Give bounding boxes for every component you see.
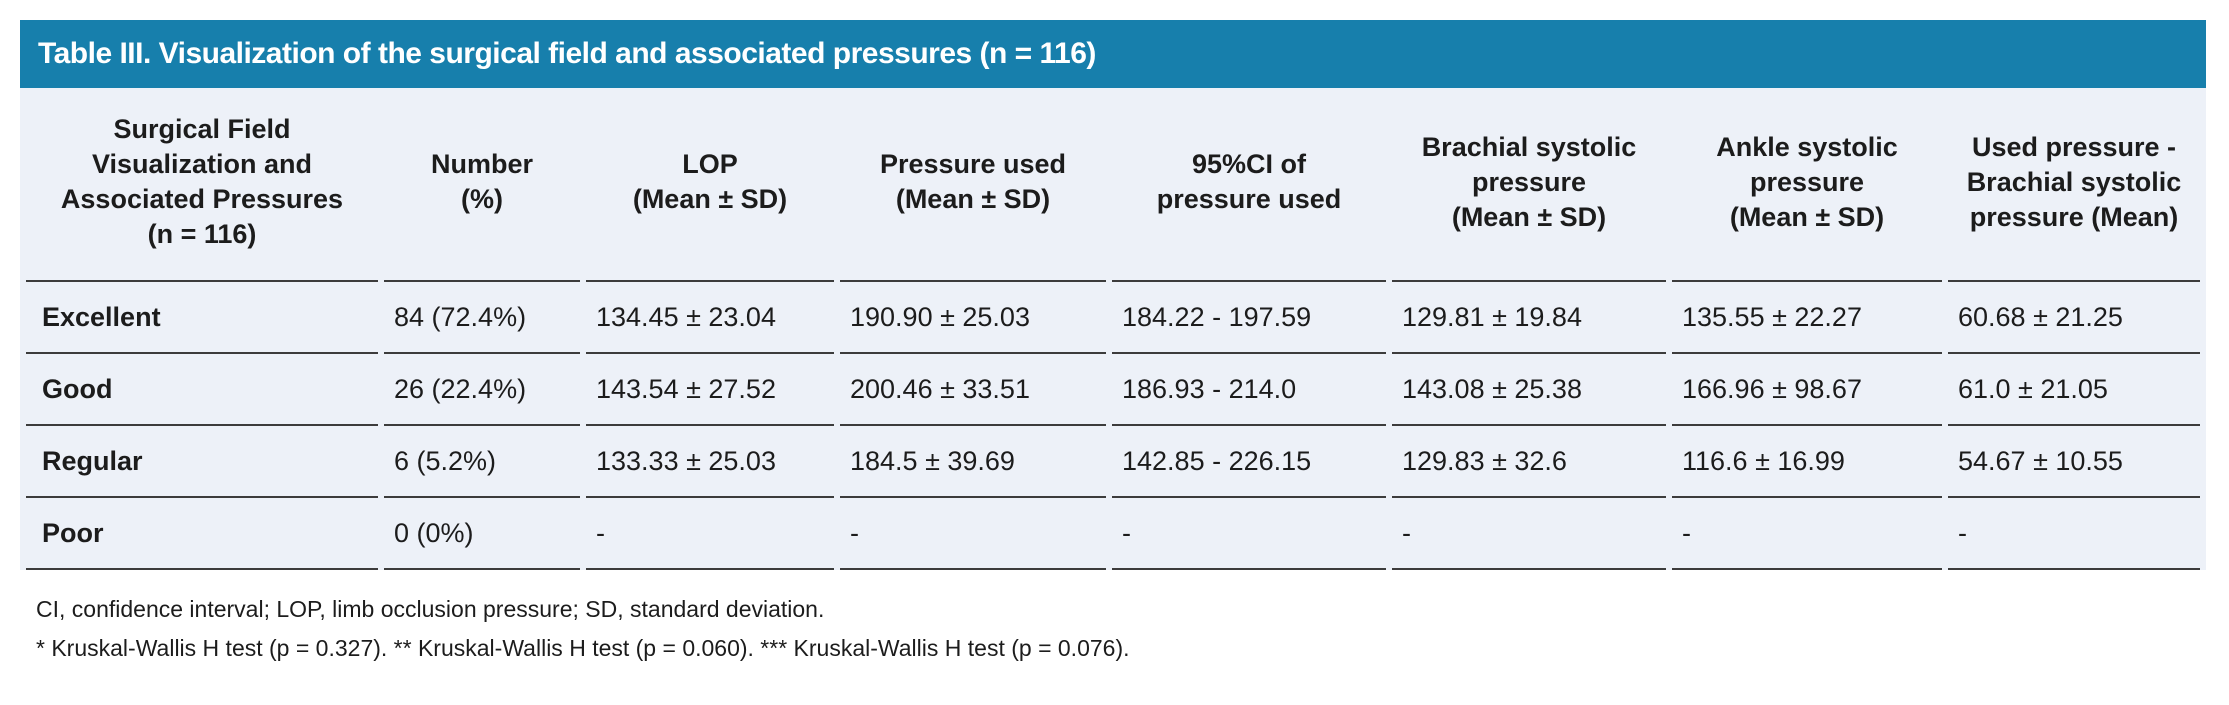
- table-cell: 129.81 ± 19.84: [1392, 282, 1666, 354]
- table-cell: 54.67 ± 10.55: [1948, 426, 2200, 498]
- table-cell: 143.08 ± 25.38: [1392, 354, 1666, 426]
- column-header-used-minus-brachial: Used pressure - Brachial systolic pressu…: [1948, 88, 2200, 282]
- column-header-95ci: 95%CI of pressure used: [1112, 88, 1386, 282]
- column-header-line: Brachial systolic: [1966, 166, 2182, 197]
- column-header-line: Associated Pressures: [60, 184, 344, 214]
- table-cell: 143.54 ± 27.52: [586, 354, 834, 426]
- table-cell: 0 (0%): [384, 498, 580, 570]
- table-cell: 26 (22.4%): [384, 354, 580, 426]
- column-header-line: pressure (Mean): [1969, 201, 2179, 232]
- table-title-bar: Table III. Visualization of the surgical…: [20, 20, 2206, 88]
- table-cell: 184.5 ± 39.69: [840, 426, 1106, 498]
- column-header-pressure-used: Pressure used (Mean ± SD): [840, 88, 1106, 282]
- table-cell: 61.0 ± 21.05: [1948, 354, 2200, 426]
- table-cell: -: [1392, 498, 1666, 570]
- column-header-line: Used pressure -: [1971, 131, 2177, 162]
- row-label: Poor: [26, 498, 378, 570]
- table-cell: 200.46 ± 33.51: [840, 354, 1106, 426]
- column-header-line: Brachial systolic: [1421, 131, 1637, 162]
- column-header-line: Pressure used: [879, 149, 1067, 179]
- header-row: Surgical Field Visualization and Associa…: [26, 88, 2200, 282]
- table-cell: 166.96 ± 98.67: [1672, 354, 1942, 426]
- column-header-line: Visualization and: [91, 149, 313, 179]
- table-cell: -: [1672, 498, 1942, 570]
- column-header-line: pressure used: [1156, 184, 1342, 214]
- table-cell: -: [840, 498, 1106, 570]
- column-header-line: (%): [461, 184, 503, 214]
- table-cell: 186.93 - 214.0: [1112, 354, 1386, 426]
- footnote-statistical-tests: * Kruskal-Wallis H test (p = 0.327). ** …: [36, 635, 1130, 661]
- table-cell: 135.55 ± 22.27: [1672, 282, 1942, 354]
- table-cell: 6 (5.2%): [384, 426, 580, 498]
- column-header-line: pressure: [1749, 166, 1865, 197]
- table-row-regular: Regular 6 (5.2%) 133.33 ± 25.03 184.5 ± …: [26, 426, 2200, 498]
- table-cell: 129.83 ± 32.6: [1392, 426, 1666, 498]
- table-cell: 116.6 ± 16.99: [1672, 426, 1942, 498]
- column-header-line: 95%CI of: [1191, 149, 1307, 179]
- column-header-line: (Mean ± SD): [1729, 201, 1885, 232]
- column-header-line: (n = 116): [147, 219, 257, 249]
- row-label: Good: [26, 354, 378, 426]
- data-table: Surgical Field Visualization and Associa…: [20, 88, 2206, 570]
- footnote-abbreviations: CI, confidence interval; LOP, limb occlu…: [36, 596, 825, 622]
- table-cell: -: [586, 498, 834, 570]
- column-header-ankle-systolic: Ankle systolic pressure (Mean ± SD): [1672, 88, 1942, 282]
- row-label: Excellent: [26, 282, 378, 354]
- footnotes: CI, confidence interval; LOP, limb occlu…: [36, 590, 1130, 668]
- row-label: Regular: [26, 426, 378, 498]
- column-header-lop: LOP (Mean ± SD): [586, 88, 834, 282]
- column-header-line: (Mean ± SD): [632, 184, 788, 214]
- table-cell: 60.68 ± 21.25: [1948, 282, 2200, 354]
- table-row-excellent: Excellent 84 (72.4%) 134.45 ± 23.04 190.…: [26, 282, 2200, 354]
- column-header-line: (Mean ± SD): [895, 184, 1051, 214]
- table-cell: -: [1112, 498, 1386, 570]
- table-row-poor: Poor 0 (0%) - - - - - -: [26, 498, 2200, 570]
- table-cell: 133.33 ± 25.03: [586, 426, 834, 498]
- table-row-good: Good 26 (22.4%) 143.54 ± 27.52 200.46 ± …: [26, 354, 2200, 426]
- table-cell: 190.90 ± 25.03: [840, 282, 1106, 354]
- column-header-line: LOP: [682, 149, 738, 179]
- column-header-number: Number (%): [384, 88, 580, 282]
- table-cell: 84 (72.4%): [384, 282, 580, 354]
- table-cell: 184.22 - 197.59: [1112, 282, 1386, 354]
- column-header-line: Ankle systolic: [1716, 131, 1898, 162]
- column-header-line: Number: [430, 149, 533, 179]
- table-cell: 134.45 ± 23.04: [586, 282, 834, 354]
- column-header-surgical-field: Surgical Field Visualization and Associa…: [26, 88, 378, 282]
- column-header-brachial-systolic: Brachial systolic pressure (Mean ± SD): [1392, 88, 1666, 282]
- column-header-line: pressure: [1471, 166, 1587, 197]
- column-header-line: (Mean ± SD): [1451, 201, 1607, 232]
- table-cell: 142.85 - 226.15: [1112, 426, 1386, 498]
- table-cell: -: [1948, 498, 2200, 570]
- table-card: Table III. Visualization of the surgical…: [20, 20, 2206, 570]
- table-title: Table III. Visualization of the surgical…: [38, 37, 1096, 70]
- column-header-line: Surgical Field: [113, 114, 291, 144]
